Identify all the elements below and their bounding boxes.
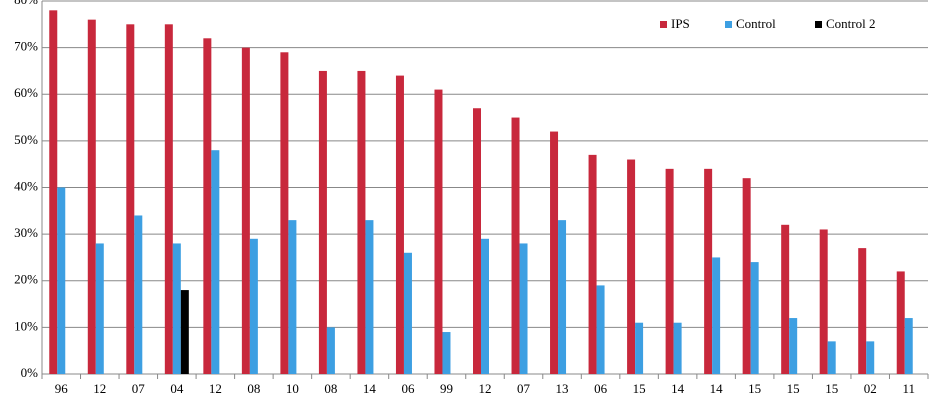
bar [473,108,481,375]
y-tick-label: 0% [21,365,39,380]
bar [49,10,58,374]
y-tick-label: 80% [14,0,38,7]
bar [164,24,173,374]
bar [326,327,335,374]
bar [789,318,798,374]
bar [134,215,143,374]
bar [673,322,682,374]
bar [126,24,135,374]
bar [588,154,597,374]
bar [896,271,905,374]
bar [180,290,189,374]
x-tick-label: 12 [209,381,222,396]
bar [211,150,220,374]
x-tick-label: 14 [671,381,685,396]
y-tick-label: 60% [14,85,38,100]
y-tick-label: 40% [14,178,38,193]
x-tick-label: 08 [247,381,260,396]
y-tick-label: 10% [14,318,38,333]
bar [819,229,828,374]
x-tick-label: 12 [479,381,492,396]
bar [280,52,289,374]
bar [365,220,374,374]
bar [318,70,327,374]
bar [712,257,721,374]
bar [866,341,875,374]
bar [858,248,867,374]
bar [241,47,250,374]
x-tick-label: 15 [825,381,838,396]
bar [511,117,520,374]
x-tick-label: 06 [594,381,608,396]
bar [57,187,66,374]
legend-swatch [660,21,667,28]
y-tick-label: 70% [14,39,38,54]
x-tick-label: 08 [324,381,337,396]
bar [750,262,759,374]
bar [288,220,297,374]
y-tick-label: 30% [14,225,38,240]
legend-label: Control 2 [826,16,875,31]
bar [203,38,212,375]
x-tick-label: 04 [170,381,184,396]
bar [550,131,559,374]
bar [357,70,366,374]
x-tick-label: 06 [401,381,415,396]
x-tick-label: 10 [286,381,299,396]
bar [596,285,605,374]
bar [172,243,181,374]
legend-label: IPS [671,16,690,31]
bar [904,318,913,374]
bar [442,332,451,374]
x-tick-label: 15 [748,381,761,396]
legend-swatch [725,21,732,28]
bar [87,19,96,375]
x-tick-label: 15 [633,381,646,396]
bar [742,178,751,374]
bar [395,75,404,374]
bar [95,243,104,374]
x-tick-label: 07 [517,381,531,396]
bar [635,322,644,374]
bar [627,159,636,374]
x-tick-label: 07 [132,381,146,396]
bar [481,238,489,374]
bar [704,168,713,374]
y-tick-label: 50% [14,132,38,147]
x-tick-label: 96 [55,381,69,396]
x-tick-label: 13 [556,381,569,396]
y-tick-label: 20% [14,272,38,287]
bar [781,224,790,374]
x-tick-label: 12 [93,381,106,396]
bar [665,168,674,374]
x-tick-label: 14 [363,381,377,396]
x-tick-label: 11 [902,381,915,396]
bar [558,220,567,374]
legend-label: Control [736,16,776,31]
legend-swatch [815,21,822,28]
x-tick-label: 15 [787,381,800,396]
x-tick-label: 99 [440,381,453,396]
bar [434,89,443,375]
bar [403,252,412,374]
bar [249,238,258,374]
bar [827,341,836,374]
bar [519,243,528,374]
x-tick-label: 02 [864,381,877,396]
x-tick-label: 14 [710,381,724,396]
